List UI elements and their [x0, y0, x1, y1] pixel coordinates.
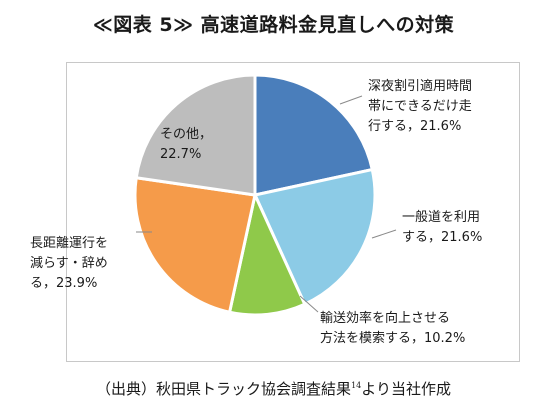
- slice-general-road-leader-line: [371, 229, 397, 239]
- slice-long-distance-label: 長距離運行を減らす・辞める，23.9%: [30, 236, 108, 291]
- pie-slices: [133, 73, 377, 317]
- slice-long-distance: [133, 176, 257, 315]
- source-main: （出典）秋田県トラック協会調査結果: [96, 380, 352, 398]
- slice-late-night-leader-line: [339, 95, 363, 105]
- slice-late-night-label: 深夜割引適用時間帯にできるだけ走行する，21.6%: [368, 78, 472, 134]
- slice-general-road-label: 一般道を利用する，21.6%: [402, 209, 482, 245]
- slice-labels: 深夜割引適用時間帯にできるだけ走行する，21.6% 一般道を利用する，21.6% 輸…: [30, 78, 482, 346]
- source-tail: より当社作成: [361, 380, 451, 398]
- slice-general-road: [252, 167, 377, 307]
- source-note: （出典）秋田県トラック協会調査結果14より当社作成: [0, 378, 547, 399]
- slice-efficiency-leader-line: [299, 295, 319, 313]
- source-footnote: 14: [351, 381, 362, 390]
- figure-title: ≪図表 5≫ 高速道路料金見直しへの対策: [92, 14, 455, 36]
- slice-late-night: [253, 73, 375, 197]
- slice-efficiency-label: 輸送効率を向上させる方法を模索する，10.2%: [320, 310, 465, 346]
- leader-lines: [136, 95, 397, 313]
- slice-other: [134, 73, 257, 197]
- slice-other-label: その他， 22.7%: [160, 127, 212, 162]
- chart-frame: [66, 62, 520, 362]
